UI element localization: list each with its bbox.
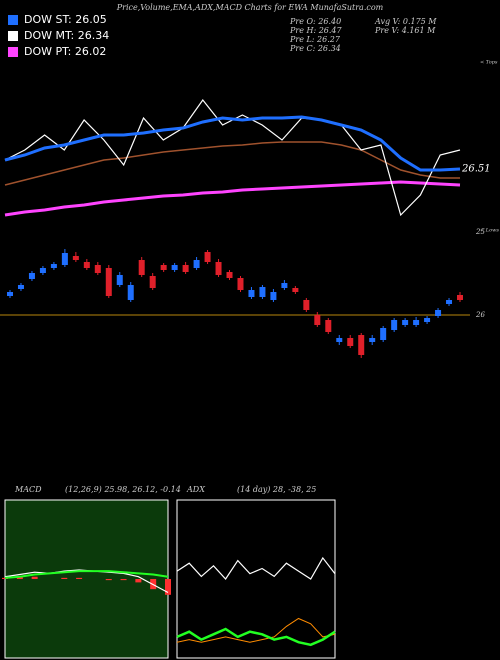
candle-body: [61, 253, 68, 265]
candle-body: [336, 338, 343, 342]
info: Pre H: 26.47: [289, 26, 343, 35]
candle-body: [138, 260, 145, 275]
info: Pre V: 4.161 M: [374, 26, 436, 35]
candle-body: [94, 265, 101, 273]
candle-body: [314, 315, 321, 325]
candle-body: [402, 320, 409, 325]
panel-params: (12,26,9) 25.98, 26.12, -0.14: [65, 485, 181, 494]
info: Pre C: 26.34: [289, 44, 341, 53]
candle-body: [358, 335, 365, 355]
histogram-bar: [61, 577, 68, 579]
panel-params: (14 day) 28, -38, 25: [237, 485, 316, 494]
histogram-bar: [105, 579, 112, 581]
legend-label: DOW PT: 26.02: [24, 45, 106, 58]
legend-label: DOW ST: 26.05: [24, 13, 107, 26]
candle-body: [39, 268, 46, 273]
candle-body: [116, 275, 123, 285]
candle-body: [160, 265, 167, 270]
line-series: [4, 141, 460, 186]
histogram-bar: [165, 579, 171, 595]
legend-swatch: [8, 31, 18, 41]
candle-body: [28, 273, 35, 279]
candle-body: [182, 265, 189, 272]
candle-body: [248, 290, 255, 297]
candle-body: [281, 283, 288, 288]
line-series: [176, 617, 336, 643]
annotation: < Tops: [480, 60, 498, 66]
line-series: [4, 570, 169, 579]
candle-body: [226, 272, 233, 278]
histogram-bar: [76, 577, 83, 579]
line-series: [4, 180, 461, 217]
panel-frame: [176, 499, 336, 659]
candle-body: [424, 318, 431, 322]
legend-swatch: [8, 15, 18, 25]
candle-body: [215, 262, 222, 275]
candle-body: [380, 328, 387, 340]
histogram-bar: [135, 579, 142, 583]
legend-label: DOW MT: 26.34: [24, 29, 109, 42]
candle-body: [72, 256, 79, 260]
candle-body: [83, 262, 90, 268]
histogram-bar: [16, 576, 23, 579]
candle-body: [446, 300, 453, 304]
y-tick-label: 26: [475, 311, 485, 319]
histogram-bar: [120, 579, 127, 581]
chart-title: Price,Volume,EMA,ADX,MACD Charts for EWA…: [116, 3, 384, 12]
line-series: [176, 627, 336, 647]
candle-body: [270, 292, 277, 300]
candle-body: [369, 338, 376, 342]
annotation: < Lows: [480, 228, 499, 234]
candle-body: [435, 310, 442, 316]
candle-body: [204, 252, 211, 262]
candle-body: [413, 320, 420, 325]
candle-body: [50, 264, 57, 268]
candle-body: [171, 265, 178, 270]
candle-body: [303, 300, 310, 310]
histogram-bar: [31, 576, 38, 579]
line-series: [4, 115, 461, 172]
candle-body: [17, 285, 24, 289]
candle-body: [127, 285, 134, 300]
candle-body: [457, 295, 463, 300]
end-label: 26.51: [461, 164, 491, 175]
candle-body: [259, 287, 266, 297]
panel-label: MACD: [14, 485, 42, 494]
info: Pre O: 26.40: [289, 17, 341, 26]
legend-swatch: [8, 47, 18, 57]
histogram-bar: [2, 577, 8, 579]
candle-body: [237, 278, 244, 290]
annotation: 25: [475, 228, 485, 236]
candle-body: [105, 268, 112, 296]
candle-body: [149, 276, 156, 288]
panel-label: ADX: [186, 485, 205, 494]
candle-body: [193, 260, 200, 268]
candle-body: [7, 292, 13, 296]
info: Pre L: 26.27: [289, 35, 341, 44]
candle-body: [391, 320, 398, 330]
info: Avg V: 0.175 M: [374, 17, 437, 26]
candle-body: [292, 288, 299, 292]
candle-body: [347, 338, 354, 346]
candle-body: [325, 320, 332, 332]
line-series: [176, 556, 336, 580]
line-series: [4, 98, 461, 217]
